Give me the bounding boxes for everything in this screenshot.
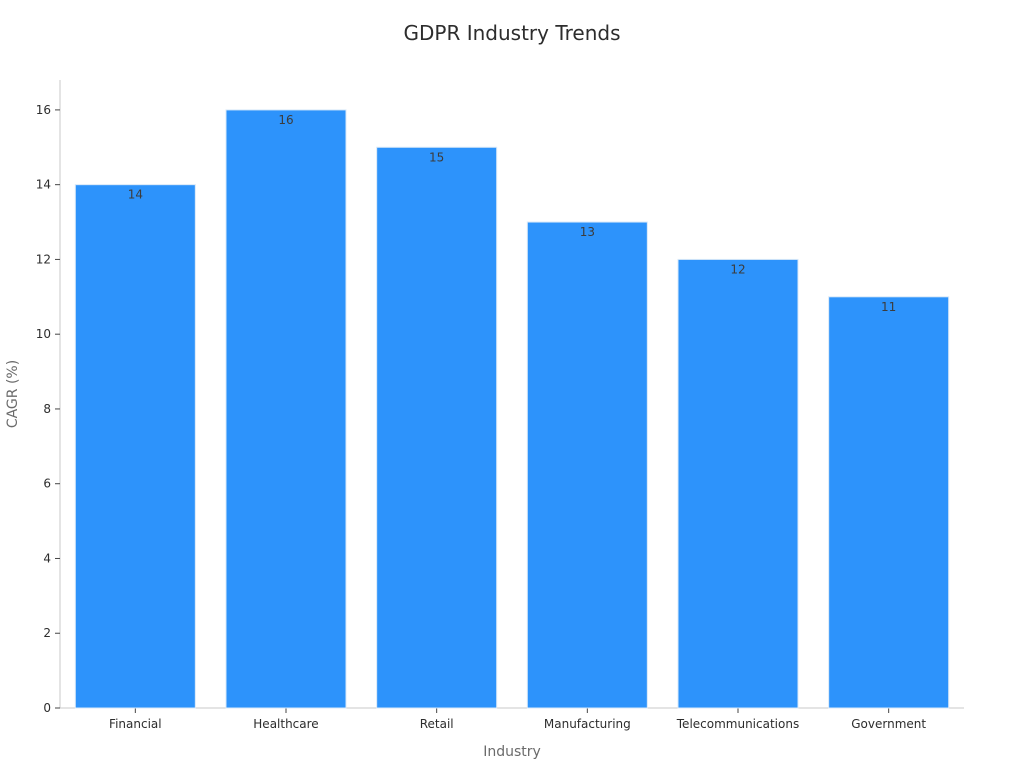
x-axis-ticks: Financial Healthcare Retail Manufacturing Te… <box>109 708 926 731</box>
bar-telecommunications <box>677 258 799 709</box>
x-tick-label: Retail <box>420 717 454 731</box>
bar-value-label: 16 <box>278 113 293 127</box>
bar-value-label: 13 <box>580 225 595 239</box>
x-axis-title: Industry <box>483 744 541 760</box>
bar-government <box>828 296 950 709</box>
bar-value-label: 11 <box>881 300 896 314</box>
y-tick-label: 14 <box>36 178 51 192</box>
bar-healthcare <box>225 109 347 709</box>
y-axis-ticks: 0 2 4 6 8 10 12 14 16 <box>36 103 60 715</box>
y-tick-label: 0 <box>43 701 51 715</box>
x-tick-label: Manufacturing <box>544 717 631 731</box>
x-tick-label: Government <box>851 717 926 731</box>
bar-retail <box>376 146 498 709</box>
bar-value-label: 15 <box>429 150 444 164</box>
y-tick-label: 2 <box>43 626 51 640</box>
y-tick-label: 6 <box>43 477 51 491</box>
y-tick-label: 16 <box>36 103 51 117</box>
bar-manufacturing <box>526 221 648 709</box>
bar-financial <box>74 184 196 709</box>
y-tick-label: 4 <box>43 551 51 565</box>
y-tick-label: 10 <box>36 327 51 341</box>
x-tick-label: Healthcare <box>253 717 318 731</box>
y-axis-title: CAGR (%) <box>5 360 21 428</box>
bar-value-label: 12 <box>730 262 745 276</box>
x-tick-label: Financial <box>109 717 162 731</box>
bars-group <box>74 109 950 709</box>
chart-title: GDPR Industry Trends <box>404 21 621 45</box>
bar-value-label: 14 <box>128 188 143 202</box>
plot-area: 0 2 4 6 8 10 12 14 16 Financial Healthcare Retail M… <box>36 80 964 731</box>
value-labels-group: 14 16 15 13 12 11 <box>128 113 897 314</box>
x-tick-label: Telecommunications <box>676 717 799 731</box>
y-tick-label: 8 <box>43 402 51 416</box>
y-tick-label: 12 <box>36 252 51 266</box>
